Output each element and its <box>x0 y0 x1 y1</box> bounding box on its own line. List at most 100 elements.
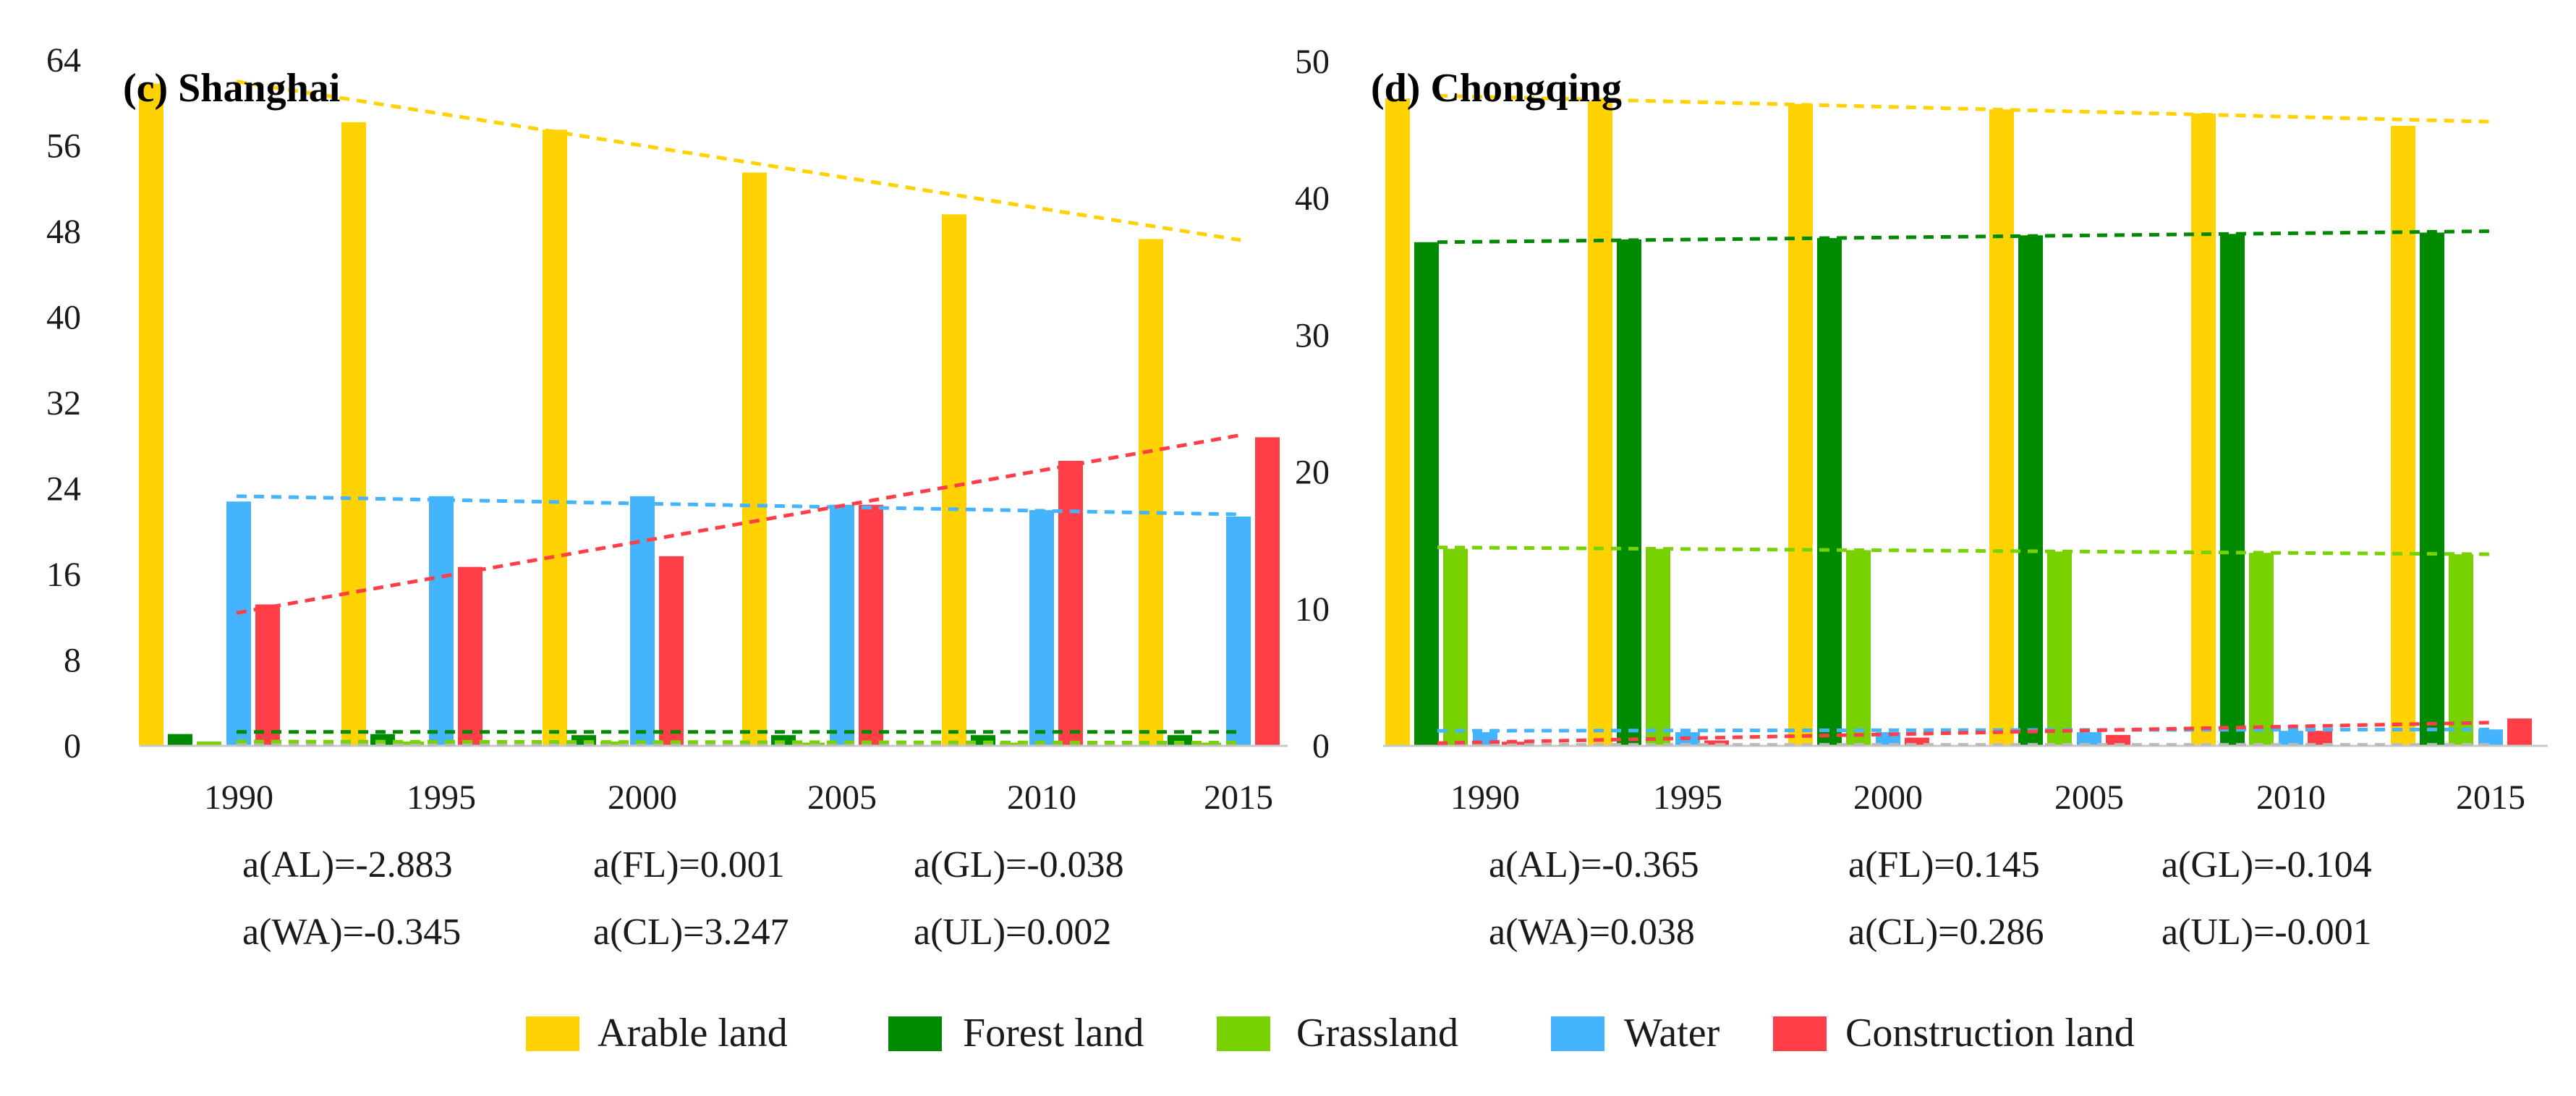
x-tick-label: 1995 <box>1653 778 1722 817</box>
bar-arable-land-2005 <box>742 172 767 746</box>
y-tick-label: 16 <box>46 556 81 594</box>
bar-grassland-2000 <box>1846 550 1871 746</box>
coefficient-annotation: a(FL)=0.145 <box>1848 844 2040 885</box>
chongqing-panel: 0 10 20 30 40 50 1990 1995 2000 2005 2010 2015 (d) C… <box>1295 43 2548 953</box>
bar-water-2005 <box>830 504 854 746</box>
bar-construction-land-2000 <box>1905 737 1929 746</box>
coefficient-annotation: a(WA)=-0.345 <box>242 912 461 953</box>
bar-forest-land-2000 <box>1817 238 1842 746</box>
bar-arable-land-2015 <box>2391 125 2415 746</box>
bar-arable-land-2015 <box>1139 239 1163 746</box>
y-tick-label: 32 <box>46 384 81 422</box>
x-tick-label: 2005 <box>2054 778 2124 817</box>
coefficient-annotation: a(WA)=0.038 <box>1489 912 1695 953</box>
trendline-water <box>1437 727 2491 733</box>
bar-forest-land-2015 <box>2420 232 2444 746</box>
bar-water-1990 <box>226 501 251 746</box>
x-tick-label: 1995 <box>407 778 476 817</box>
bar-arable-land-2010 <box>2191 113 2216 746</box>
x-tick-label: 2005 <box>807 778 877 817</box>
bar-grassland-1990 <box>197 742 221 746</box>
bar-forest-land-1990 <box>1414 242 1439 746</box>
legend-label: Grassland <box>1296 1011 1458 1055</box>
trendline-forest-land <box>1437 229 2491 245</box>
y-tick-label: 40 <box>46 299 81 337</box>
x-tick-label: 1990 <box>1450 778 1520 817</box>
trendline-arable-land <box>236 80 1241 242</box>
legend: Arable land Forest land Grassland Water Cons… <box>526 1011 2135 1055</box>
coefficient-annotation: a(CL)=3.247 <box>593 912 789 953</box>
y-tick-label: 56 <box>46 127 81 166</box>
bar-grassland-2015 <box>2449 554 2473 746</box>
bar-water-1995 <box>429 496 454 746</box>
coefficient-annotation: a(FL)=0.001 <box>593 844 785 885</box>
bar-arable-land-1995 <box>341 122 366 747</box>
bar-water-2005 <box>2077 732 2101 746</box>
legend-label: Forest land <box>963 1011 1144 1055</box>
bar-arable-land-1990 <box>1385 98 1410 747</box>
x-tick-label: 2015 <box>2456 778 2525 817</box>
bar-grassland-1995 <box>1646 548 1670 746</box>
coefficient-annotation: a(UL)=-0.001 <box>2161 912 2372 953</box>
shanghai-panel: 0 8 16 24 32 40 48 56 64 1990 1995 2000 2005 2010 2015… <box>46 41 1288 953</box>
y-tick-label: 0 <box>1312 727 1330 765</box>
panel-title: (d) Chongqing <box>1371 66 1622 111</box>
coefficient-annotation: a(AL)=-0.365 <box>1489 844 1699 885</box>
trendline-construction-land <box>236 433 1241 615</box>
bar-arable-land-2000 <box>543 129 567 746</box>
bar-grassland-2010 <box>1000 742 1024 746</box>
x-tick-label: 2000 <box>608 778 677 817</box>
bar-forest-land-1995 <box>1617 239 1641 747</box>
bar-construction-land-2000 <box>659 556 684 746</box>
coefficient-annotation: a(AL)=-2.883 <box>242 844 453 885</box>
bar-water-2000 <box>630 496 655 746</box>
coefficient-annotation: a(GL)=-0.038 <box>914 844 1124 885</box>
x-tick-label: 2000 <box>1853 778 1923 817</box>
legend-swatch-grassland <box>1217 1016 1270 1051</box>
x-tick-label: 2010 <box>2256 778 2326 817</box>
legend-label: Construction land <box>1845 1011 2135 1055</box>
y-tick-label: 30 <box>1295 316 1330 354</box>
panel-title: (c) Shanghai <box>123 66 340 111</box>
bar-water-2010 <box>2279 731 2303 746</box>
x-tick-label: 2010 <box>1007 778 1076 817</box>
bar-construction-land-2015 <box>1255 437 1280 746</box>
bar-forest-land-2005 <box>2018 235 2043 746</box>
y-tick-label: 40 <box>1295 179 1330 218</box>
legend-swatch-forest-land <box>888 1016 942 1051</box>
bar-construction-land-2010 <box>2308 731 2332 746</box>
legend-swatch-water <box>1551 1016 1604 1051</box>
trendline-arable-land <box>1437 93 2491 124</box>
bar-construction-land-2015 <box>2507 718 2532 746</box>
coefficient-annotation: a(UL)=0.002 <box>914 912 1111 953</box>
y-tick-label: 24 <box>46 470 81 509</box>
y-tick-label: 64 <box>46 41 81 80</box>
bar-forest-land-1990 <box>168 734 192 746</box>
legend-label: Arable land <box>598 1011 788 1055</box>
bar-water-2010 <box>1029 510 1054 746</box>
bar-grassland-1990 <box>1443 548 1468 746</box>
bar-grassland-2010 <box>2249 553 2274 746</box>
legend-swatch-construction-land <box>1773 1016 1827 1051</box>
bar-construction-land-2010 <box>1058 460 1083 746</box>
bar-arable-land-1995 <box>1588 101 1612 747</box>
y-tick-label: 48 <box>46 213 81 251</box>
bar-construction-land-1995 <box>458 566 483 746</box>
legend-swatch-arable-land <box>526 1016 579 1051</box>
bar-water-2015 <box>1226 517 1251 746</box>
legend-label: Water <box>1624 1011 1720 1055</box>
y-tick-label: 8 <box>64 642 81 680</box>
y-tick-label: 0 <box>64 727 81 765</box>
bar-water-2015 <box>2478 729 2503 746</box>
y-tick-label: 20 <box>1295 454 1330 492</box>
bar-grassland-2005 <box>2047 551 2072 746</box>
bar-forest-land-2015 <box>1168 735 1192 746</box>
trendline-grassland <box>1437 545 2491 556</box>
bar-grassland-2000 <box>600 742 625 746</box>
trendline-water <box>236 494 1241 517</box>
bar-construction-land-2005 <box>859 504 883 746</box>
trendline-construction-land <box>1437 721 2491 745</box>
bar-arable-land-2010 <box>942 214 966 746</box>
x-tick-label: 2015 <box>1204 778 1273 817</box>
